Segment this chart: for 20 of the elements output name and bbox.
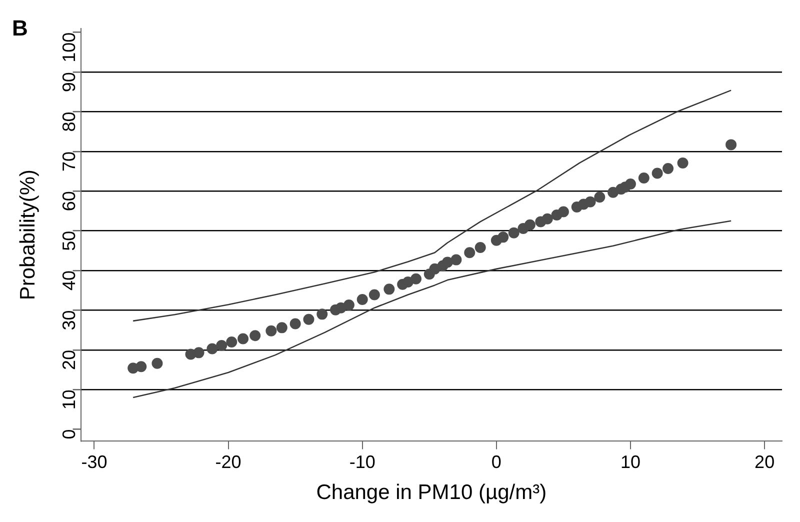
x-axis-title: Change in PM10 (µg/m³) [316, 481, 547, 504]
y-tick-label: 80 [58, 112, 79, 132]
y-tick-label: 70 [58, 151, 79, 172]
y-tick-label: 90 [58, 72, 79, 92]
y-tick-label: 0 [58, 429, 79, 440]
y-tick-label: 40 [58, 270, 79, 291]
x-tick-label: -30 [81, 452, 108, 472]
x-tick-label: -10 [349, 452, 376, 472]
x-tick-label: 20 [754, 452, 775, 472]
y-tick-label: 30 [58, 310, 79, 330]
x-tick-label: 0 [491, 452, 502, 472]
x-tick-label: 10 [620, 452, 641, 472]
y-tick-label: 10 [58, 390, 79, 410]
y-tick-label: 100 [58, 32, 79, 62]
y-axis-title: Probability(%) [16, 169, 40, 300]
y-tick-label: 60 [58, 191, 79, 212]
y-tick-label: 20 [58, 350, 79, 370]
y-tick-label: 50 [58, 230, 79, 251]
chart-title: B [12, 15, 28, 40]
x-tick-label: -20 [215, 452, 242, 472]
